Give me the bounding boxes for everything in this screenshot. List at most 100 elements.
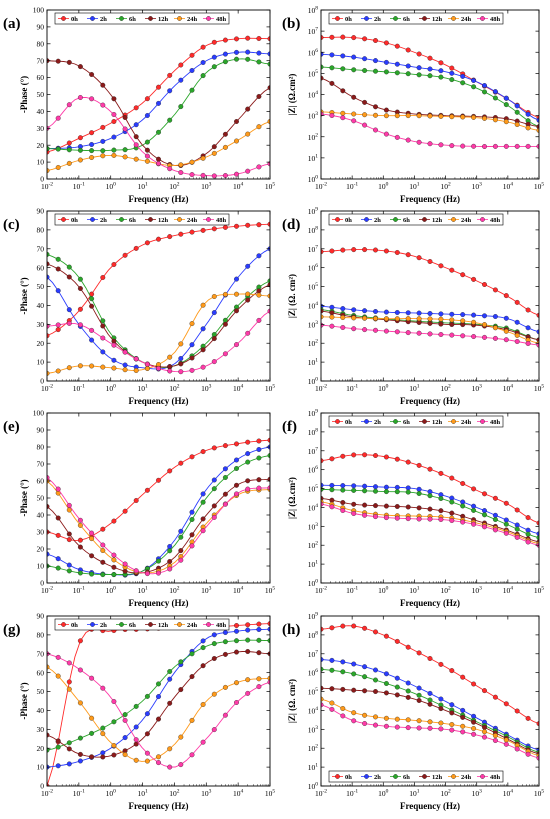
data-point-48h <box>222 712 228 718</box>
data-point-0h <box>471 681 477 687</box>
data-point-0h <box>66 679 72 685</box>
data-point-12h <box>449 322 455 327</box>
data-point-48h <box>373 127 378 133</box>
data-point-2h <box>351 54 357 60</box>
data-point-6h <box>340 669 346 675</box>
data-point-24h <box>449 114 455 120</box>
data-point-2h <box>234 457 239 463</box>
legend-marker-6h <box>393 774 398 779</box>
legend-marker-0h <box>335 217 340 222</box>
data-point-2h <box>329 52 335 58</box>
data-point-2h <box>492 314 498 319</box>
data-point-0h <box>133 245 139 251</box>
data-point-48h <box>503 143 509 149</box>
data-point-6h <box>482 89 487 95</box>
data-point-48h <box>394 515 400 521</box>
legend-marker-0h <box>61 16 66 21</box>
data-point-6h <box>471 84 477 90</box>
x-tick-label: 103 <box>201 384 212 394</box>
data-point-24h <box>405 113 411 119</box>
data-point-24h <box>525 125 531 131</box>
data-point-48h <box>178 369 184 375</box>
data-point-12h <box>256 650 262 656</box>
data-point-48h <box>482 144 487 149</box>
y-tick-label: 0 <box>40 579 44 588</box>
legend-label-2h: 2h <box>374 419 381 426</box>
legend-marker-0h <box>61 622 66 627</box>
data-point-48h <box>394 724 400 730</box>
data-point-24h <box>405 316 411 322</box>
panel-label: (d) <box>282 217 300 233</box>
data-point-24h <box>383 715 389 721</box>
data-point-6h <box>189 651 195 657</box>
y-tick-label: 80 <box>37 443 45 452</box>
data-point-2h <box>66 761 72 767</box>
data-point-12h <box>234 482 239 488</box>
data-point-0h <box>362 625 368 631</box>
data-point-48h <box>222 173 228 178</box>
legend-marker-48h <box>480 16 485 21</box>
data-point-0h <box>189 52 195 58</box>
data-point-12h <box>222 491 228 497</box>
data-point-48h <box>234 171 239 177</box>
data-point-2h <box>460 707 466 713</box>
y-tick-label: 103 <box>308 320 319 330</box>
data-point-48h <box>438 726 444 732</box>
y-axis-label: |Z| (Ω.cm²) <box>287 477 297 519</box>
y-tick-label: 101 <box>308 153 319 163</box>
data-point-12h <box>111 564 117 570</box>
data-point-48h <box>234 342 239 348</box>
y-tick-label: 109 <box>308 207 319 217</box>
data-point-2h <box>438 68 444 74</box>
data-point-24h <box>111 365 117 371</box>
data-point-24h <box>133 757 139 763</box>
data-point-12h <box>89 303 95 309</box>
data-point-48h <box>383 131 389 137</box>
y-tick-label: 10 <box>37 562 45 571</box>
y-tick-label: 106 <box>308 263 319 273</box>
legend-label-24h: 24h <box>187 217 198 224</box>
data-point-0h <box>122 508 128 514</box>
data-point-0h <box>536 721 539 727</box>
legend-marker-0h <box>335 16 340 21</box>
data-point-0h <box>66 140 72 146</box>
data-point-6h <box>144 693 150 699</box>
data-point-24h <box>416 113 422 119</box>
data-point-48h <box>100 685 106 691</box>
data-point-6h <box>427 697 433 703</box>
data-point-0h <box>167 468 173 474</box>
legend: 0h 2h 6h 12h 24h 48h <box>54 618 230 631</box>
data-point-2h <box>514 103 520 109</box>
panel-h: 10-2 10-1 100 101 102 103 104 105 100 101 102 103 10… <box>282 612 544 812</box>
data-point-2h <box>329 482 335 488</box>
data-point-2h <box>167 88 173 94</box>
data-point-0h <box>525 715 531 721</box>
data-point-2h <box>122 362 128 368</box>
data-point-0h <box>405 47 411 53</box>
plot-frame <box>320 210 540 382</box>
data-point-6h <box>438 496 444 501</box>
x-tick-label: 103 <box>472 586 483 596</box>
data-point-24h <box>362 315 368 321</box>
y-axis-label: -Phase (°) <box>19 479 29 516</box>
data-point-12h <box>245 297 251 303</box>
data-point-12h <box>100 323 106 329</box>
legend-marker-12h <box>422 217 427 222</box>
legend: 0h 2h 6h 12h 24h 48h <box>328 415 504 428</box>
data-point-2h <box>373 58 378 64</box>
data-point-24h <box>438 720 444 726</box>
data-point-0h <box>492 694 498 700</box>
data-point-6h <box>133 703 139 709</box>
y-tick-label: 100 <box>308 377 319 387</box>
data-point-24h <box>460 114 466 120</box>
y-tick-label: 102 <box>308 132 319 142</box>
data-point-2h <box>256 627 262 632</box>
data-point-12h <box>111 96 117 102</box>
data-point-0h <box>427 55 433 61</box>
data-point-0h <box>427 466 433 472</box>
data-point-48h <box>200 528 206 534</box>
data-point-12h <box>144 147 150 153</box>
data-point-6h <box>100 572 106 578</box>
y-tick-label: 101 <box>308 763 319 773</box>
data-point-24h <box>394 316 400 322</box>
